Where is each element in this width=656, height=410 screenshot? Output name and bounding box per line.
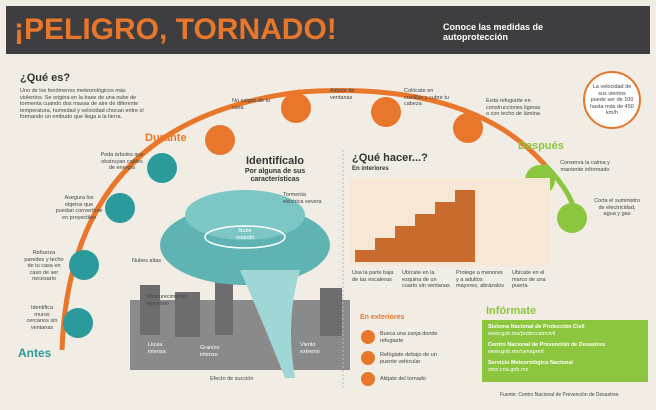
outdoor-step: Busca una zanja donde refugiarte (380, 331, 440, 344)
feature: Nubes altas (132, 258, 162, 265)
identify-subtitle: Por alguna de sus características (225, 168, 325, 184)
feature: Tormenta eléctrica severa (283, 192, 323, 205)
infographic: ¡PELIGRO, TORNADO! Conoce las medidas de… (0, 0, 656, 410)
what-heading: ¿Qué es? (20, 72, 70, 84)
indoor-step: Ubícate en la esquina de un cuarto sin v… (402, 270, 450, 290)
todo-heading: ¿Qué hacer...? (352, 152, 428, 164)
feature: Granizo intenso (200, 345, 235, 358)
before-step: Refuerza paredes y techo de tu casa en c… (24, 250, 64, 283)
what-text: Uno de los fenómenos meteorológicos más … (20, 88, 150, 121)
outdoor-icons (361, 330, 375, 386)
during-step: Evita refugiarte en construcciones liger… (486, 98, 542, 118)
feature: Viento extremo (300, 342, 330, 355)
phase-after: Después (518, 140, 564, 152)
feature: Efecto de succión (210, 376, 270, 383)
feature: Lluvia intensa (148, 342, 178, 355)
outdoors-heading: En exteriores (360, 315, 404, 322)
source-url: smn.cna.gob.mx (488, 367, 528, 374)
during-step: Aléjate de ventanas (330, 88, 370, 101)
source-url: www.gob.mx/proteccioncivil (488, 331, 555, 338)
source-name: Sistema Nacional de Protección Civil (488, 324, 585, 331)
during-step: Colócate en cuclillas y cubre tu cabeza (404, 88, 450, 108)
phase-during: Durante (145, 132, 187, 144)
inform-heading: Infórmate (486, 305, 536, 317)
before-step: Identifica muros cercanos sin ventanas (24, 305, 60, 331)
indoor-step: Protege a menores y a adultos mayores, a… (456, 270, 506, 290)
phase-before: Antes (18, 347, 51, 360)
before-step: Asegura los objetos que puedan convertir… (55, 195, 103, 221)
before-step: Poda árboles que obstruyan cables de ene… (98, 152, 146, 172)
after-step: Corta el suministro de electricidad, agu… (592, 198, 642, 218)
city (130, 300, 350, 370)
outdoor-step: Aléjate del tornado (380, 376, 450, 383)
identify-title: Identifícalo (225, 155, 325, 167)
feature: Obscurecimiento repentino (146, 294, 206, 307)
subtitle: Conoce las medidas de autoprotección (443, 22, 573, 42)
during-step: No salgas de tu casa (232, 98, 272, 111)
title: ¡PELIGRO, TORNADO! (14, 13, 337, 47)
after-step: Conserva la calma y mantente informado (560, 160, 610, 173)
wind-note: La velocidad de sus vientos puede ser de… (590, 84, 634, 117)
source-name: Servicio Meteorológico Nacional (488, 360, 573, 367)
source-url: www.gob.mx/cenapred (488, 349, 544, 356)
indoors-heading: En interiores (352, 166, 389, 173)
indoor-step: Ubícate en el marco de una puerta (512, 270, 556, 290)
outdoor-step: Refúgiate debajo de un puente vehicular (380, 352, 450, 365)
source-note: Fuente: Centro Nacional de Prevención de… (500, 392, 618, 399)
feature: Nube rotando (230, 228, 260, 241)
indoor-step: Usa la parte baja de las escaleras (352, 270, 396, 283)
source-name: Centro Nacional de Prevención de Desastr… (488, 342, 605, 349)
